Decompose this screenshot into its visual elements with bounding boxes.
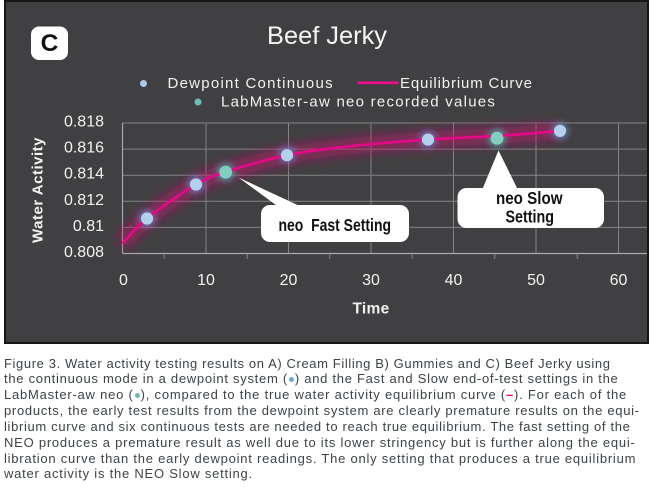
svg-text:0.814: 0.814 — [64, 166, 104, 183]
svg-text:0.816: 0.816 — [64, 140, 104, 157]
svg-text:0.812: 0.812 — [64, 192, 104, 209]
svg-text:C: C — [41, 30, 59, 57]
svg-text:neo Fast Setting: neo Fast Setting — [279, 215, 392, 235]
svg-text:0.808: 0.808 — [64, 244, 104, 261]
svg-text:Equilibrium Curve: Equilibrium Curve — [400, 75, 533, 92]
svg-text:neo Slow: neo Slow — [496, 188, 563, 208]
svg-text:40: 40 — [445, 272, 463, 289]
svg-text:0: 0 — [119, 272, 128, 289]
svg-text:60: 60 — [610, 272, 628, 289]
svg-text:0.818: 0.818 — [64, 114, 104, 131]
svg-text:Time: Time — [352, 301, 389, 318]
svg-text:10: 10 — [197, 272, 215, 289]
svg-text:LabMaster-aw neo recorded valu: LabMaster-aw neo recorded values — [221, 94, 496, 111]
svg-text:30: 30 — [362, 272, 380, 289]
svg-text:Beef Jerky: Beef Jerky — [267, 22, 387, 50]
svg-text:Setting: Setting — [506, 207, 555, 227]
svg-text:50: 50 — [527, 272, 545, 289]
svg-text:0.81: 0.81 — [73, 218, 104, 235]
svg-text:20: 20 — [280, 272, 298, 289]
svg-text:Dewpoint Continuous: Dewpoint Continuous — [168, 75, 334, 92]
svg-text:Water Activity: Water Activity — [30, 137, 47, 243]
